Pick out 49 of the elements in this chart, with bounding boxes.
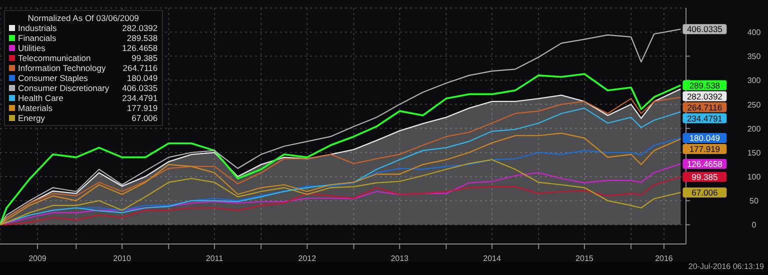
- data-label: 289.538: [689, 80, 720, 90]
- legend-title: Normalized As Of 03/06/2009: [26, 13, 140, 23]
- text: 177.919: [126, 103, 158, 113]
- legend-label: Information Technology: [18, 63, 107, 73]
- data-label: 234.4791: [686, 113, 723, 124]
- legend-label: Telecommunication: [18, 53, 92, 63]
- text: 234.4791: [122, 93, 158, 103]
- legend-label: Materials: [18, 103, 54, 113]
- x-tick-label: 2009: [28, 254, 47, 263]
- text: 282.0392: [122, 23, 158, 33]
- data-label: 126.4658: [686, 158, 723, 169]
- text: 180.049: [126, 73, 158, 83]
- text: 126.4658: [122, 43, 158, 53]
- legend-label: Consumer Discretionary: [18, 83, 110, 93]
- legend-label: Consumer Staples: [18, 73, 89, 83]
- legend-label: Utilities: [18, 43, 46, 53]
- data-label: 177.919: [689, 144, 720, 154]
- legend-label: Financials: [18, 33, 58, 43]
- data-label: 180.049: [689, 133, 720, 144]
- y-tick-label: 350: [747, 52, 762, 62]
- data-label: 67.006: [692, 187, 718, 198]
- legend-label: Industrials: [18, 23, 58, 33]
- data-label: 406.0335: [686, 24, 723, 34]
- data-label: 264.7116: [687, 102, 722, 112]
- data-label: 282.0392: [686, 91, 723, 102]
- legend-label: Health Care: [18, 93, 64, 103]
- x-tick-label: 2015: [576, 254, 594, 263]
- text: 99.385: [132, 53, 158, 63]
- text: 264.7116: [122, 63, 158, 73]
- x-tick-label: 2014: [483, 254, 502, 263]
- y-tick-label: 200: [747, 124, 762, 134]
- x-tick-label: 2016: [655, 254, 674, 263]
- y-tick-label: 400: [747, 28, 762, 38]
- text: 289.538: [126, 33, 158, 43]
- text: 406.0335: [122, 83, 158, 93]
- y-tick-label: 300: [747, 76, 762, 86]
- y-tick-label: 250: [747, 100, 762, 110]
- x-tick-label: 2012: [298, 254, 317, 263]
- data-label: 99.385: [692, 172, 718, 182]
- legend-label: Energy: [18, 113, 46, 123]
- text: 20-Jul-2016 06:13:19: [688, 262, 764, 271]
- x-tick-label: 2010: [113, 254, 132, 263]
- y-tick-label: 150: [747, 148, 762, 158]
- text: 67.006: [132, 113, 158, 123]
- y-tick-label: 0: [752, 220, 757, 230]
- x-tick-label: 2013: [390, 254, 410, 263]
- y-tick-label: 50: [750, 196, 759, 206]
- x-tick-label: 2011: [206, 254, 224, 263]
- y-tick-label: 100: [747, 172, 762, 182]
